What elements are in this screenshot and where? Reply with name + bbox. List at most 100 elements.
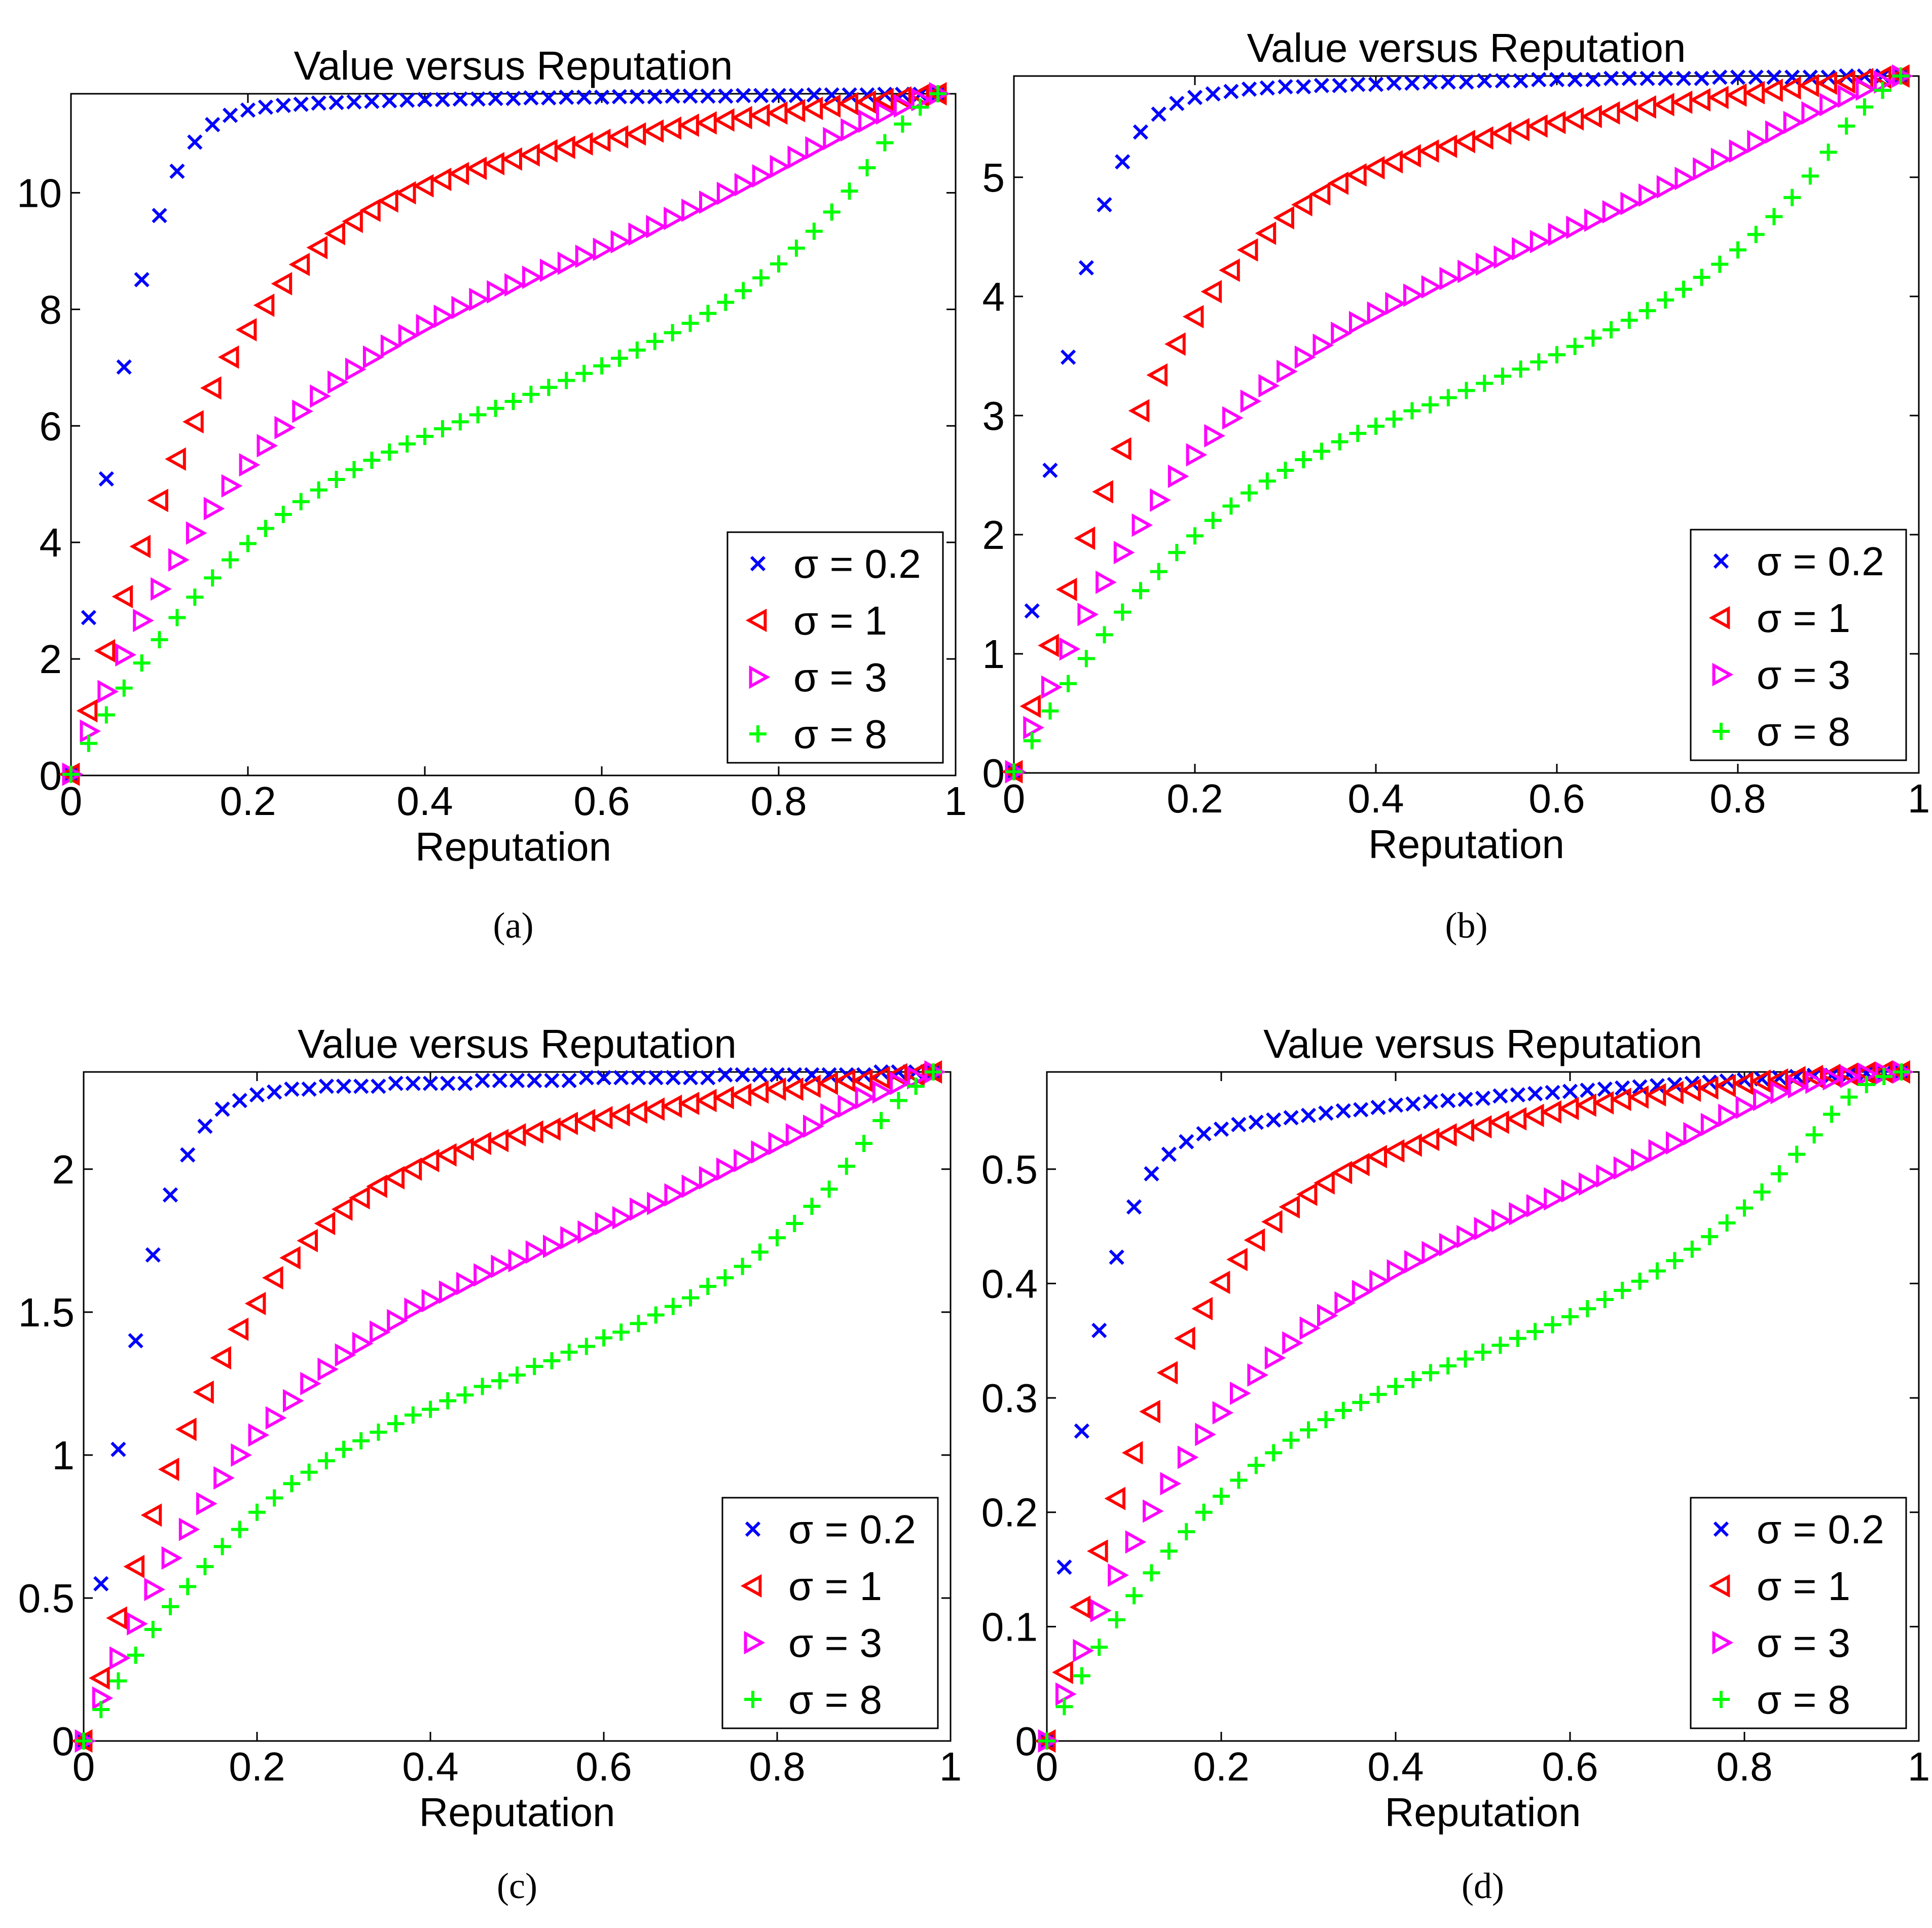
data-point	[770, 255, 787, 273]
data-point	[1566, 338, 1584, 355]
data-point	[168, 548, 190, 572]
data-point	[1765, 120, 1787, 144]
data-point	[433, 420, 451, 438]
data-point	[239, 535, 257, 552]
data-point	[435, 1143, 457, 1167]
data-point	[1222, 406, 1244, 430]
data-point	[1313, 442, 1330, 460]
data-point	[1631, 1148, 1652, 1172]
data-point	[890, 1071, 911, 1095]
data-point	[1367, 418, 1384, 435]
data-point	[318, 1079, 334, 1094]
data-point	[240, 102, 256, 118]
data-point	[1798, 73, 1819, 97]
data-point	[1544, 1187, 1565, 1211]
data-point	[1513, 73, 1528, 89]
data-point	[787, 145, 809, 169]
data-point	[370, 1423, 387, 1441]
data-point	[1509, 1202, 1530, 1226]
x-tick-label: 0.6	[1542, 1744, 1598, 1789]
data-point	[300, 1463, 318, 1481]
data-point	[1060, 349, 1076, 365]
data-point	[317, 1452, 335, 1470]
x-tick-label: 0.8	[750, 778, 807, 824]
data-point	[1765, 208, 1783, 226]
data-point	[575, 244, 597, 268]
data-point	[1258, 374, 1280, 398]
data-point	[1707, 86, 1729, 109]
data-point	[434, 92, 451, 107]
data-point	[1788, 1075, 1809, 1099]
data-point	[257, 520, 274, 537]
data-point	[1042, 462, 1058, 478]
data-point	[112, 584, 133, 609]
x-tick-label: 0	[60, 778, 83, 824]
data-point	[465, 157, 487, 180]
data-point	[266, 1489, 283, 1507]
data-point	[682, 1289, 699, 1307]
data-point	[1526, 114, 1548, 138]
data-point	[439, 1280, 460, 1304]
data-point	[448, 162, 469, 186]
legend-marker	[749, 665, 771, 689]
data-point	[275, 97, 291, 114]
data-point	[1182, 305, 1204, 328]
data-point	[1069, 1595, 1091, 1619]
data-point	[1838, 117, 1855, 135]
data-point	[768, 1131, 790, 1156]
data-point	[221, 474, 243, 498]
data-point	[1348, 1153, 1370, 1176]
data-point	[610, 349, 628, 367]
data-point	[1602, 200, 1624, 224]
data-point	[1770, 1165, 1788, 1182]
data-point	[1114, 603, 1132, 621]
data-point	[543, 1352, 561, 1369]
data-point	[1213, 1121, 1229, 1137]
data-point	[1204, 511, 1222, 529]
data-point	[1493, 245, 1515, 269]
data-point	[115, 643, 136, 667]
data-point	[110, 1646, 131, 1670]
data-point	[700, 1070, 716, 1086]
data-point	[345, 357, 367, 381]
data-point	[394, 181, 416, 205]
data-point	[876, 101, 897, 125]
data-point	[388, 1076, 404, 1091]
legend-label: σ = 3	[1757, 1620, 1850, 1665]
data-point	[628, 341, 646, 359]
data-point	[630, 1315, 647, 1332]
data-point	[186, 588, 204, 606]
data-point	[559, 89, 574, 105]
data-point	[1710, 147, 1732, 171]
data-point	[162, 1598, 179, 1615]
data-point	[577, 1338, 595, 1355]
data-point	[1747, 130, 1768, 154]
data-point	[782, 1077, 804, 1101]
data-point	[306, 236, 327, 259]
data-point	[1470, 1115, 1492, 1139]
data-point	[731, 106, 752, 130]
x-axis-label: Reputation	[1385, 1790, 1581, 1835]
data-point	[1456, 1225, 1478, 1249]
data-point	[1278, 79, 1293, 95]
data-point	[660, 116, 681, 140]
data-point	[231, 1443, 252, 1467]
data-point	[284, 1081, 300, 1097]
legend-marker	[1712, 723, 1730, 740]
data-point	[1404, 1370, 1422, 1388]
data-point	[799, 1074, 821, 1098]
data-point	[593, 237, 614, 262]
data-point	[1327, 171, 1348, 195]
data-point	[439, 1392, 457, 1410]
data-point	[1753, 1088, 1774, 1111]
data-point	[362, 345, 384, 369]
data-point	[646, 332, 664, 350]
data-point	[1712, 69, 1728, 85]
data-point	[1548, 346, 1565, 363]
data-point	[162, 1187, 178, 1203]
data-point	[1581, 104, 1602, 129]
data-point	[872, 88, 894, 112]
data-point	[736, 88, 751, 103]
data-point	[1584, 329, 1602, 347]
data-point	[110, 1672, 127, 1690]
